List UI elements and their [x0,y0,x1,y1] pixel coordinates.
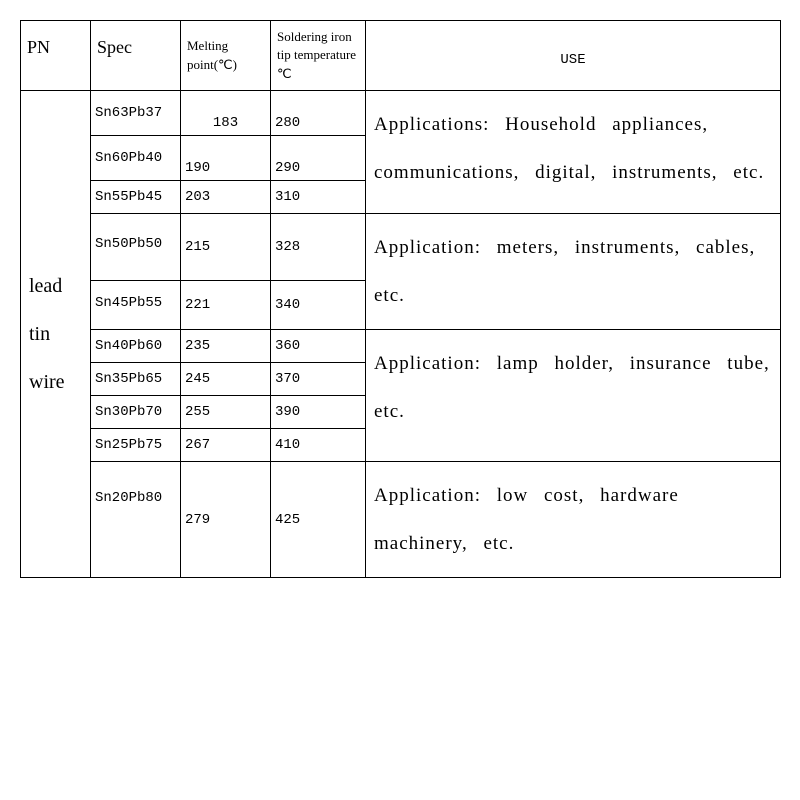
tip-cell: 370 [271,363,366,396]
tip-cell: 290 [271,136,366,181]
spec-cell: Sn30Pb70 [91,396,181,429]
table-row: Sn20Pb80 279 425 Application: low cost, … [21,462,781,578]
solder-spec-table: PN Spec Melting point(℃) Soldering iron … [20,20,781,578]
spec-cell: Sn25Pb75 [91,429,181,462]
table-row: Sn40Pb60 235 360 Application: lamp holde… [21,330,781,363]
use-cell: Application: meters, instruments, cables… [366,214,781,330]
tip-cell: 280 [271,91,366,136]
mp-cell: 221 [181,280,271,329]
spec-cell: Sn60Pb40 [91,136,181,181]
mp-cell: 245 [181,363,271,396]
header-melting-point: Melting point(℃) [181,21,271,91]
mp-cell: 215 [181,214,271,281]
mp-cell: 255 [181,396,271,429]
mp-cell: 267 [181,429,271,462]
use-cell: Application: lamp holder, insurance tube… [366,330,781,462]
spec-cell: Sn63Pb37 [91,91,181,136]
spec-cell: Sn40Pb60 [91,330,181,363]
pn-label: lead tin wire [29,275,65,393]
tip-cell: 360 [271,330,366,363]
table-header: PN Spec Melting point(℃) Soldering iron … [21,21,781,91]
pn-cell: lead tin wire [21,91,91,578]
tip-cell: 410 [271,429,366,462]
mp-cell: 203 [181,181,271,214]
tip-cell: 328 [271,214,366,281]
spec-cell: Sn20Pb80 [91,462,181,578]
tip-cell: 310 [271,181,366,214]
table-row: Sn50Pb50 215 328 Application: meters, in… [21,214,781,281]
header-pn: PN [21,21,91,91]
table-row: lead tin wire Sn63Pb37 183 280 Applicati… [21,91,781,136]
mp-cell: 235 [181,330,271,363]
spec-cell: Sn55Pb45 [91,181,181,214]
use-cell: Application: low cost, hardware machiner… [366,462,781,578]
spec-cell: Sn35Pb65 [91,363,181,396]
mp-cell: 183 [181,91,271,136]
header-tip-temp: Soldering iron tip temperature ℃ [271,21,366,91]
spec-cell: Sn45Pb55 [91,280,181,329]
use-cell: Applications: Household appliances, comm… [366,91,781,214]
tip-cell: 390 [271,396,366,429]
mp-cell: 279 [181,462,271,578]
spec-cell: Sn50Pb50 [91,214,181,281]
mp-cell: 190 [181,136,271,181]
tip-cell: 340 [271,280,366,329]
header-spec: Spec [91,21,181,91]
tip-cell: 425 [271,462,366,578]
header-use: USE [366,21,781,91]
